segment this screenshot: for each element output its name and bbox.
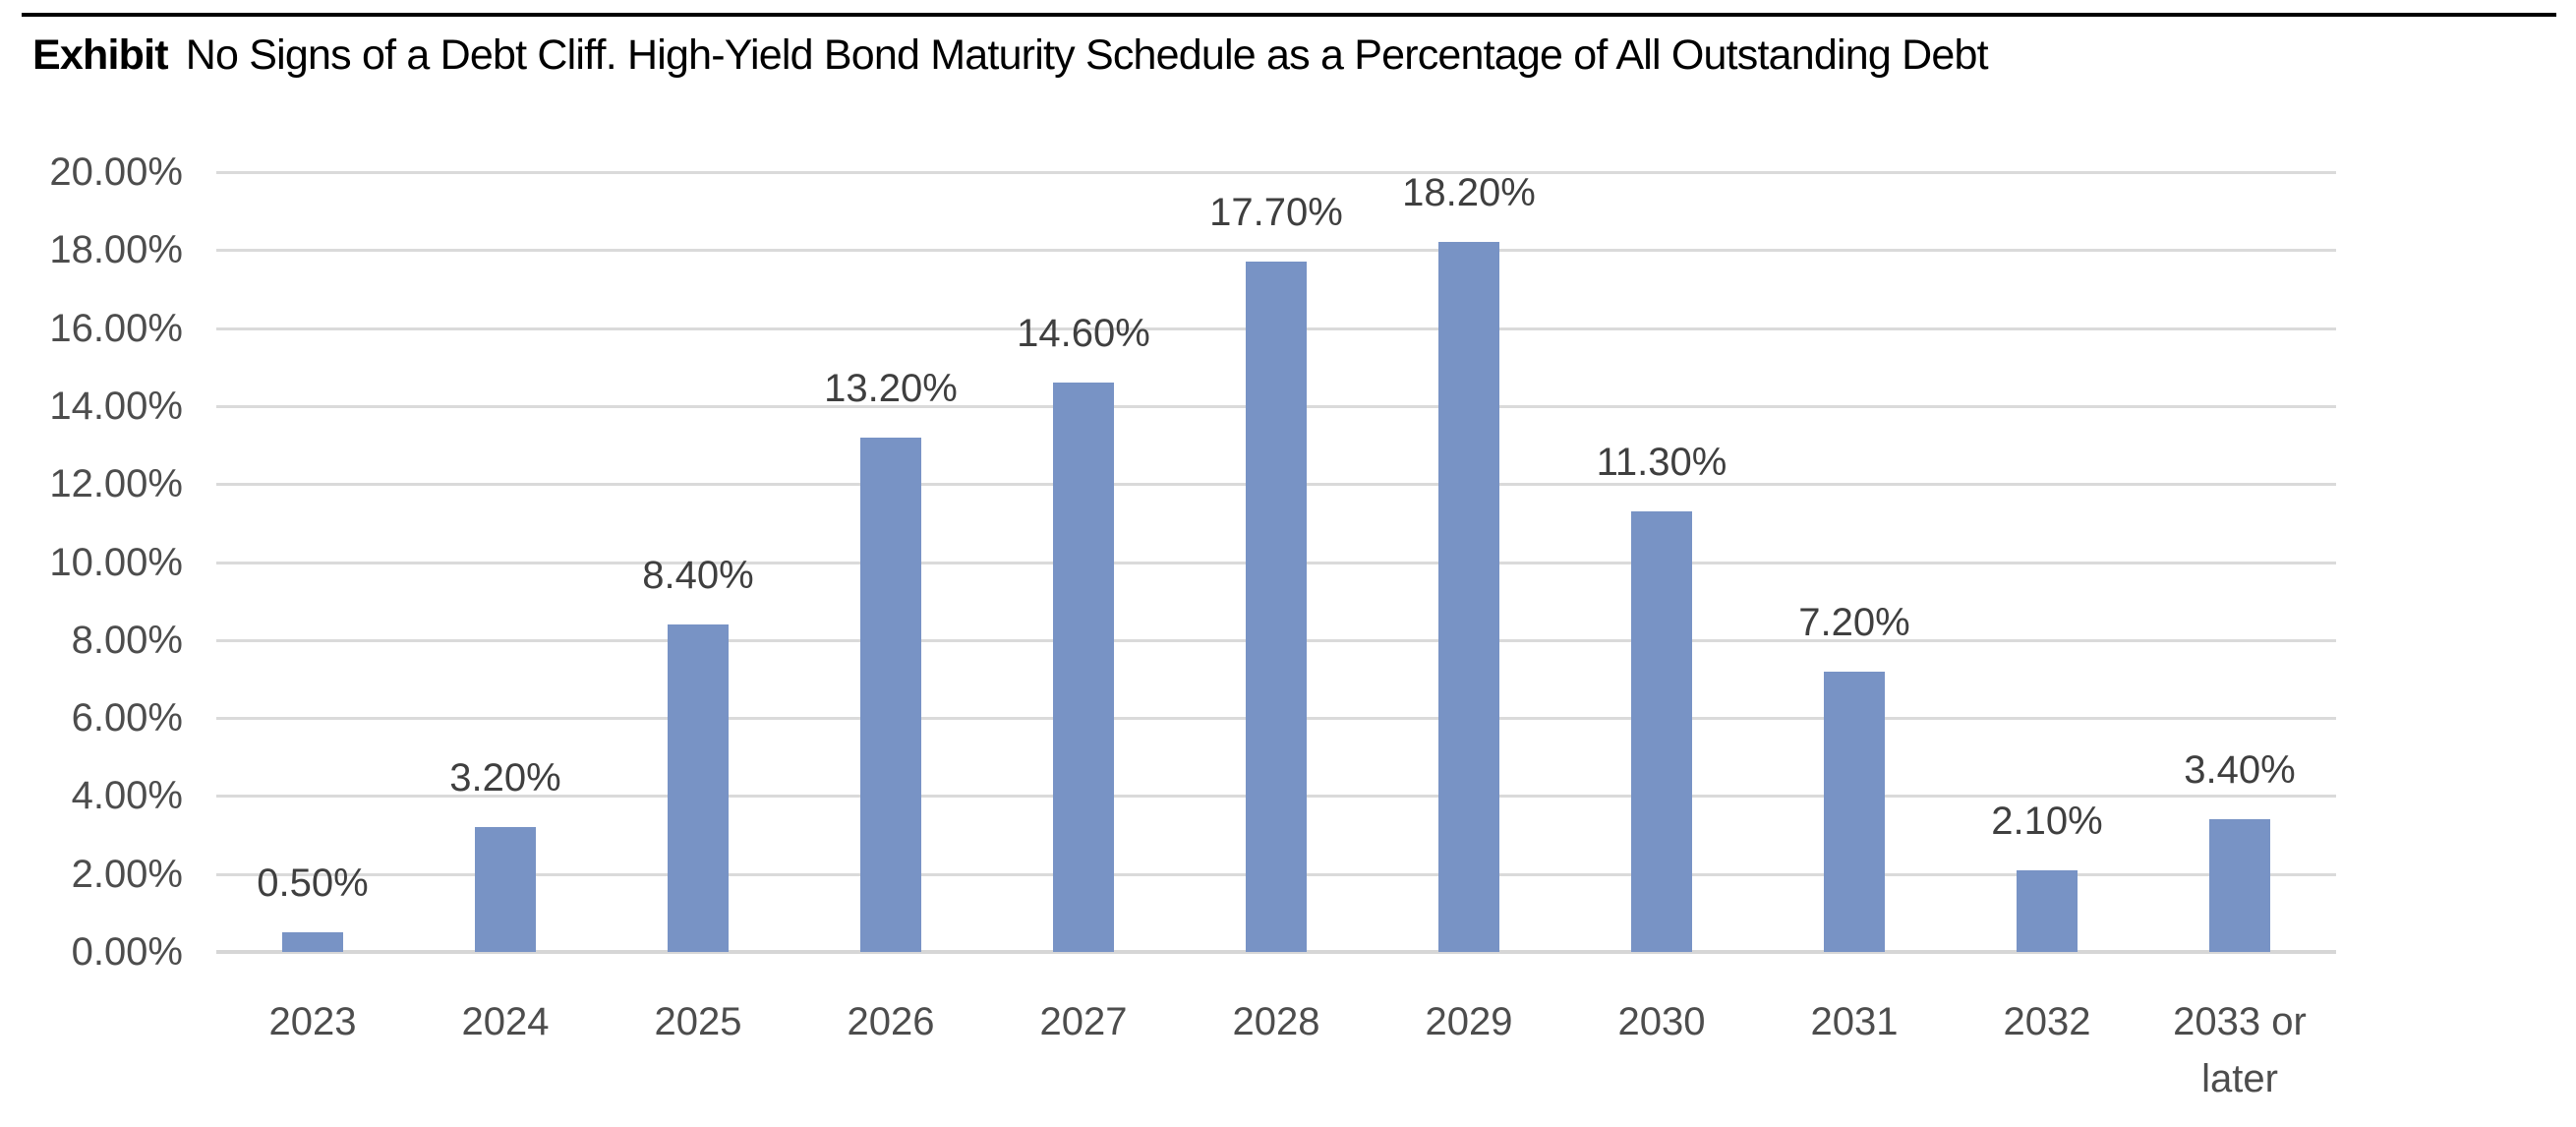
plot-area: 0.00% 2.00% 4.00% 6.00% 8.00% 10.00% 12.00% 14.… xyxy=(49,150,2336,1100)
exhibit-label: Exhibit xyxy=(32,31,169,79)
y-axis-tick-label: 0.00% xyxy=(71,930,183,974)
y-axis-tick-label: 20.00% xyxy=(49,150,183,194)
y-axis-tick-label: 6.00% xyxy=(71,696,183,741)
bar-value-label: 13.20% xyxy=(824,366,958,410)
bar xyxy=(1824,671,1885,952)
x-axis-category-label: 2028 xyxy=(1232,1000,1320,1043)
bar xyxy=(1438,242,1499,952)
bar xyxy=(2017,869,2078,952)
bar-value-label: 0.50% xyxy=(257,861,369,906)
bar xyxy=(1246,262,1307,952)
y-axis-tick-label: 8.00% xyxy=(71,618,183,662)
bar xyxy=(1631,510,1692,952)
x-axis-category-label: 2032 xyxy=(2003,1000,2091,1043)
gridline xyxy=(216,249,2336,253)
x-axis-line xyxy=(216,950,2336,954)
x-axis-category-label: 2031 xyxy=(1810,1000,1899,1043)
y-axis-tick-label: 4.00% xyxy=(71,774,183,818)
x-axis-category-label: 2025 xyxy=(654,1000,742,1043)
bar-value-label: 3.20% xyxy=(449,756,561,801)
bar-value-label: 11.30% xyxy=(1596,440,1727,484)
y-axis-tick-label: 2.00% xyxy=(71,852,183,896)
bar-value-label: 2.10% xyxy=(1991,799,2103,843)
y-axis-tick-label: 14.00% xyxy=(49,384,183,428)
x-axis-category-label: 2033 or later xyxy=(2173,1000,2307,1100)
x-axis-category-label: 2026 xyxy=(847,1000,935,1043)
bar xyxy=(282,932,343,952)
bar xyxy=(475,827,536,952)
bar xyxy=(860,437,921,952)
x-axis-category-label: 2023 xyxy=(268,1000,357,1043)
top-rule xyxy=(22,13,2556,17)
y-axis-tick-label: 16.00% xyxy=(49,306,183,350)
y-axis-tick-label: 12.00% xyxy=(49,462,183,506)
bar-value-label: 18.20% xyxy=(1402,171,1536,215)
bar xyxy=(2209,819,2270,952)
y-axis-tick-label: 10.00% xyxy=(49,540,183,584)
bar-value-label: 3.40% xyxy=(2184,748,2296,793)
bar-value-label: 17.70% xyxy=(1209,191,1343,235)
bar-value-label: 8.40% xyxy=(642,553,754,597)
bar-value-label: 14.60% xyxy=(1017,312,1150,356)
chart-title-text: No Signs of a Debt Cliff. High-Yield Bon… xyxy=(185,31,1989,79)
bar-value-label: 7.20% xyxy=(1798,600,1910,644)
bar xyxy=(668,623,729,952)
x-axis-category-label: 2030 xyxy=(1617,1000,1706,1043)
gridline xyxy=(216,171,2336,174)
y-axis-tick-label: 18.00% xyxy=(49,228,183,272)
x-axis-category-label: 2027 xyxy=(1039,1000,1128,1043)
x-axis-category-label: 2024 xyxy=(461,1000,550,1043)
bar xyxy=(1053,383,1114,952)
x-axis-category-label: 2029 xyxy=(1425,1000,1513,1043)
chart-title: Exhibit No Signs of a Debt Cliff. High-Yi… xyxy=(32,30,1989,81)
